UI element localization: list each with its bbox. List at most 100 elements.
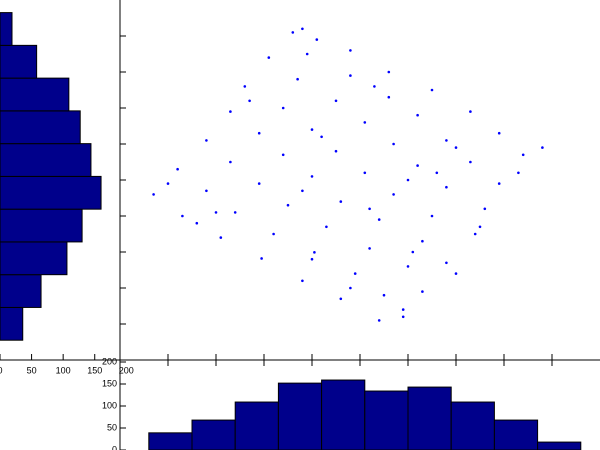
point bbox=[406, 265, 410, 268]
point bbox=[377, 218, 381, 221]
point bbox=[497, 131, 501, 135]
point bbox=[257, 182, 261, 185]
point bbox=[176, 167, 179, 171]
point bbox=[325, 225, 328, 229]
bar bbox=[0, 143, 92, 177]
point bbox=[406, 178, 410, 182]
y-tick-label: 0 bbox=[112, 444, 117, 450]
point bbox=[320, 135, 323, 139]
point bbox=[166, 182, 170, 185]
y-tick-label: 150 bbox=[102, 378, 117, 388]
point bbox=[445, 139, 448, 142]
bar bbox=[277, 382, 323, 450]
point bbox=[310, 128, 314, 131]
point bbox=[454, 272, 458, 275]
point bbox=[368, 207, 371, 211]
bar bbox=[537, 441, 582, 450]
x-tick-label: 200 bbox=[119, 365, 134, 375]
bar bbox=[148, 432, 193, 450]
point bbox=[260, 257, 263, 260]
point bbox=[368, 247, 371, 250]
bar bbox=[0, 12, 13, 46]
bar bbox=[364, 390, 409, 450]
point bbox=[363, 121, 367, 124]
x-tick-label: 150 bbox=[87, 365, 102, 375]
point bbox=[281, 106, 285, 110]
point bbox=[421, 239, 424, 243]
bar bbox=[0, 77, 70, 112]
point bbox=[339, 200, 343, 203]
point bbox=[473, 232, 477, 236]
bar bbox=[0, 175, 102, 210]
bar bbox=[0, 208, 83, 243]
point bbox=[296, 77, 299, 81]
point bbox=[541, 146, 544, 149]
point bbox=[334, 149, 338, 153]
point bbox=[478, 225, 482, 229]
point bbox=[229, 110, 232, 113]
bar bbox=[0, 306, 24, 341]
point bbox=[310, 257, 314, 261]
point bbox=[281, 153, 285, 157]
bar bbox=[0, 44, 38, 79]
point bbox=[243, 85, 247, 88]
point bbox=[301, 279, 304, 283]
point bbox=[233, 211, 237, 214]
point bbox=[392, 193, 395, 196]
x-tick-label: 50 bbox=[27, 365, 37, 375]
point bbox=[445, 261, 448, 265]
bar bbox=[191, 419, 236, 450]
point bbox=[353, 272, 357, 275]
y-tick-label: 200 bbox=[102, 356, 117, 366]
point bbox=[267, 56, 271, 59]
point bbox=[214, 211, 218, 214]
point bbox=[205, 139, 208, 142]
x-tick-label: 0 bbox=[0, 365, 3, 375]
point bbox=[291, 31, 295, 34]
x-tick-label: 100 bbox=[56, 365, 71, 375]
point bbox=[248, 99, 251, 103]
point bbox=[416, 164, 419, 167]
point bbox=[483, 207, 487, 211]
point bbox=[392, 142, 395, 146]
bar bbox=[450, 401, 495, 450]
point bbox=[310, 175, 314, 178]
point bbox=[373, 85, 376, 88]
point bbox=[305, 52, 309, 56]
point bbox=[195, 221, 199, 225]
point bbox=[272, 232, 275, 236]
point bbox=[315, 38, 319, 41]
point bbox=[401, 308, 405, 311]
bar bbox=[407, 386, 452, 450]
point bbox=[430, 214, 434, 218]
point bbox=[301, 27, 304, 31]
point bbox=[411, 250, 415, 254]
point bbox=[205, 189, 208, 193]
bar bbox=[493, 419, 539, 450]
point bbox=[382, 293, 386, 297]
bar bbox=[0, 274, 42, 308]
point bbox=[334, 99, 338, 103]
point bbox=[445, 185, 448, 189]
point bbox=[301, 189, 304, 193]
point bbox=[152, 193, 155, 196]
point bbox=[363, 171, 367, 175]
point bbox=[339, 297, 343, 301]
y-tick-label: 50 bbox=[107, 422, 117, 432]
point bbox=[181, 214, 184, 218]
point bbox=[497, 182, 501, 185]
point bbox=[349, 286, 352, 290]
point bbox=[469, 110, 472, 113]
point bbox=[313, 251, 316, 254]
point bbox=[421, 290, 424, 293]
point bbox=[430, 88, 434, 92]
y-tick-label: 100 bbox=[102, 400, 117, 410]
point bbox=[387, 95, 391, 99]
point bbox=[229, 160, 232, 164]
point bbox=[377, 319, 381, 322]
point bbox=[349, 74, 352, 77]
bar bbox=[234, 401, 279, 450]
point bbox=[435, 171, 439, 175]
point bbox=[286, 203, 290, 207]
